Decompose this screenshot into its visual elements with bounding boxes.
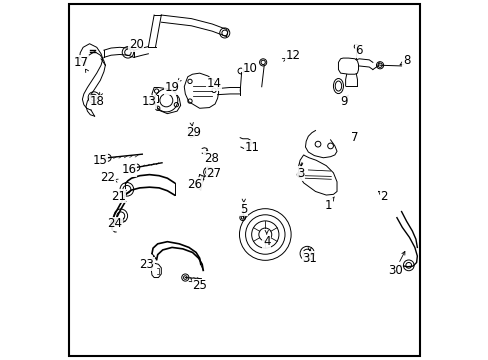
Text: 15: 15: [93, 154, 107, 167]
Text: 18: 18: [89, 95, 104, 108]
Text: 10: 10: [242, 62, 257, 75]
Text: 7: 7: [350, 131, 358, 144]
Text: 6: 6: [355, 44, 362, 57]
Text: 31: 31: [302, 252, 317, 265]
Text: 20: 20: [128, 38, 143, 51]
Text: 28: 28: [203, 152, 219, 165]
Polygon shape: [338, 58, 358, 74]
Text: 26: 26: [187, 178, 202, 191]
Text: 22: 22: [100, 171, 115, 184]
Text: 16: 16: [122, 163, 136, 176]
Text: 21: 21: [111, 190, 125, 203]
Text: 1: 1: [325, 199, 332, 212]
Text: 27: 27: [206, 167, 221, 180]
Text: 8: 8: [402, 54, 409, 67]
Text: 13: 13: [142, 95, 157, 108]
Text: 4: 4: [263, 235, 270, 248]
Text: 30: 30: [387, 264, 402, 277]
Text: 12: 12: [285, 49, 300, 62]
Text: 19: 19: [164, 81, 179, 94]
Text: 17: 17: [74, 56, 89, 69]
Text: 5: 5: [240, 203, 247, 216]
Text: 29: 29: [186, 126, 201, 139]
Text: 25: 25: [192, 279, 207, 292]
Text: 24: 24: [107, 217, 122, 230]
Text: 9: 9: [340, 95, 347, 108]
Text: 14: 14: [206, 77, 221, 90]
Text: 23: 23: [139, 258, 154, 271]
Text: 11: 11: [244, 140, 259, 153]
Text: 2: 2: [380, 190, 387, 203]
Polygon shape: [184, 73, 218, 108]
Text: 3: 3: [297, 167, 304, 180]
Polygon shape: [298, 155, 336, 195]
Polygon shape: [152, 87, 180, 114]
